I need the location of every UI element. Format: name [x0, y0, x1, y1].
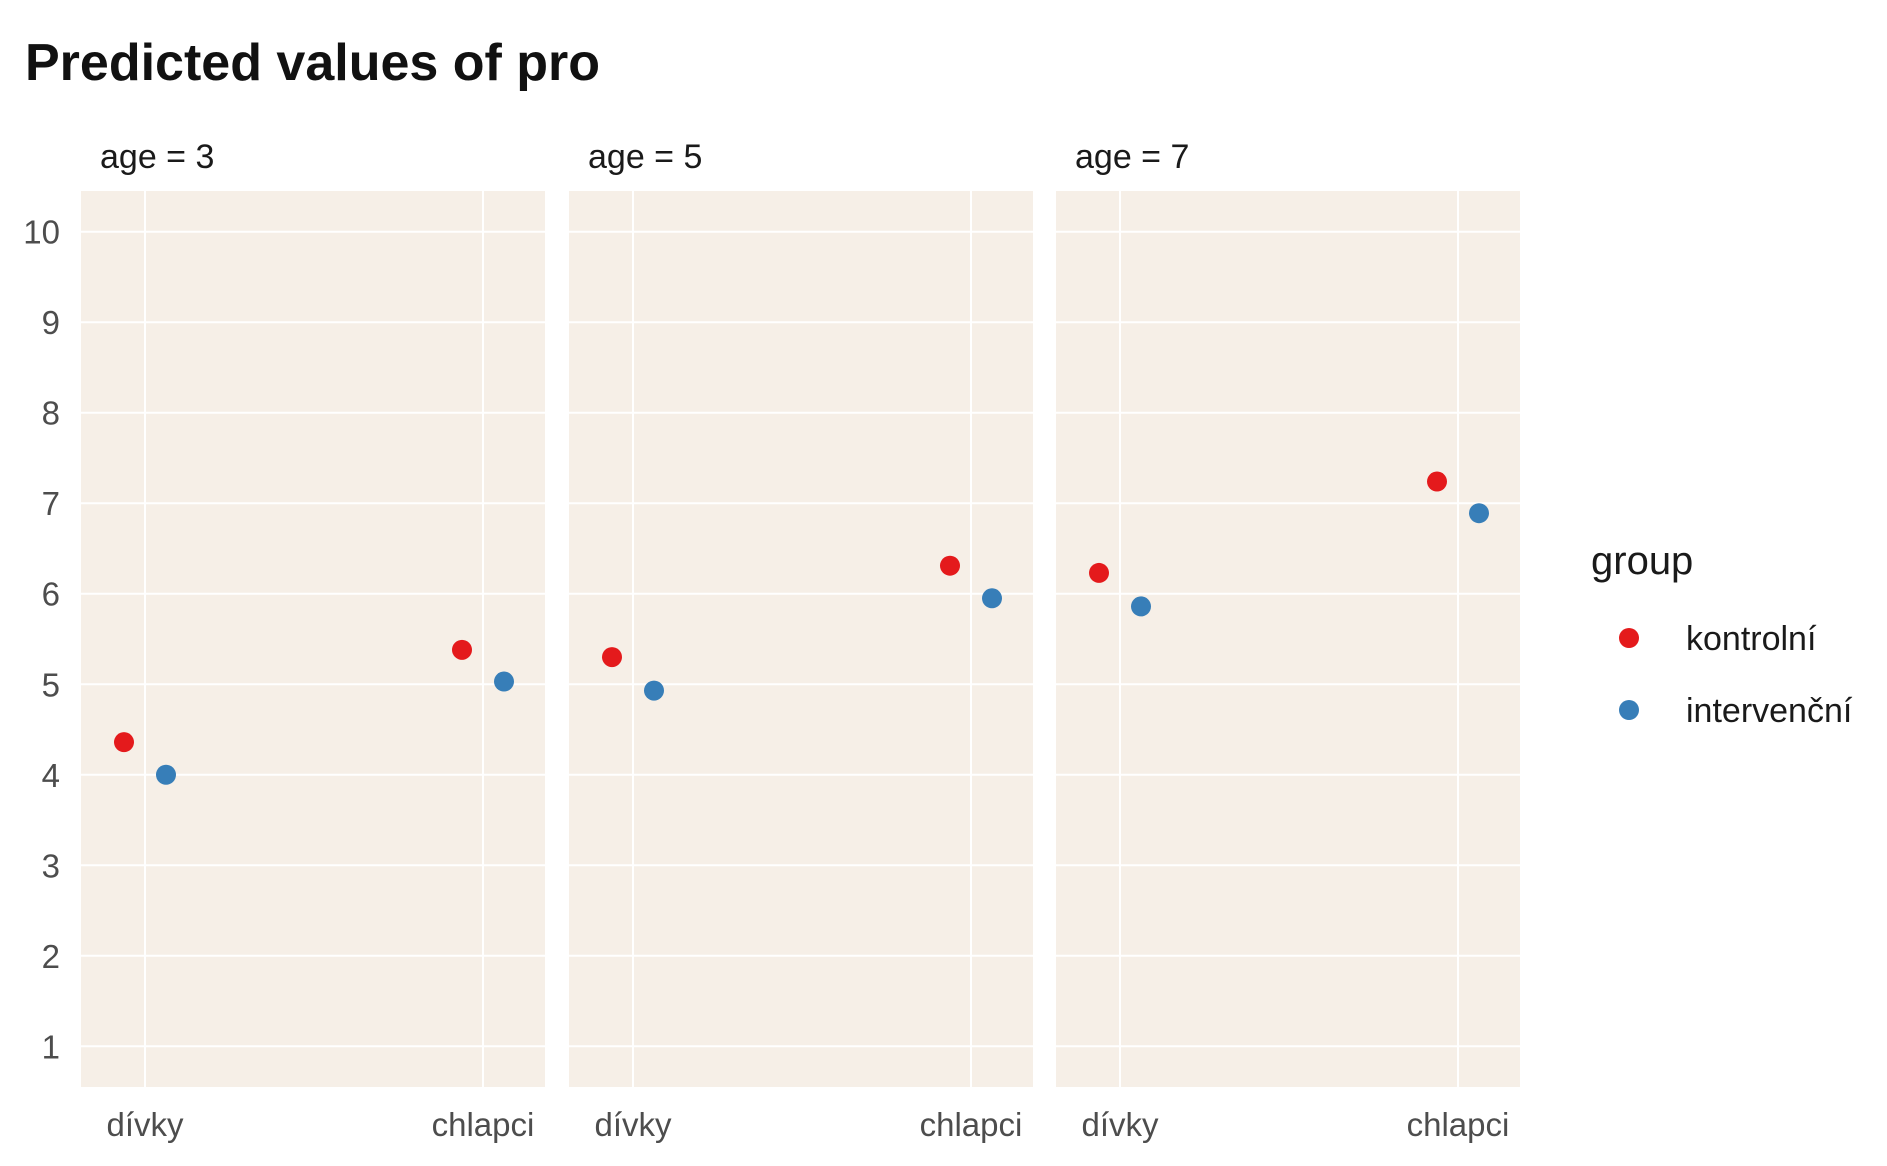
panel-background: [81, 191, 545, 1087]
data-point: [1089, 562, 1109, 583]
data-point: [1469, 503, 1489, 524]
data-point: [452, 639, 472, 660]
data-point: [494, 671, 514, 692]
legend-key: [1619, 628, 1639, 648]
y-axis: 1 2 3 4 5 6 7 8 9 10: [23, 214, 60, 1066]
data-point: [114, 732, 134, 753]
x-tick-label: dívky: [106, 1106, 184, 1143]
y-tick-label: 10: [23, 214, 60, 251]
facet-label: age = 5: [588, 138, 702, 176]
y-tick-label: 8: [42, 395, 60, 432]
legend-label: intervenční: [1686, 692, 1853, 730]
data-point: [982, 588, 1002, 609]
facet-panel: dívky chlapci age = 3: [81, 138, 545, 1143]
panel-background: [569, 191, 1033, 1087]
panel-background: [1056, 191, 1520, 1087]
data-point: [602, 647, 622, 668]
legend: group kontrolní intervenční: [1591, 539, 1853, 730]
facet-panel: dívky chlapci age = 5: [569, 138, 1033, 1143]
legend-label: kontrolní: [1686, 620, 1817, 658]
data-point: [644, 680, 664, 701]
data-point: [1427, 471, 1447, 492]
chart-title: Predicted values of pro: [25, 34, 600, 92]
y-tick-label: 2: [42, 938, 60, 975]
facet-panel: dívky chlapci age = 7: [1056, 138, 1520, 1143]
legend-title: group: [1591, 539, 1693, 583]
x-tick-label: chlapci: [432, 1106, 535, 1143]
legend-key: [1619, 700, 1639, 720]
x-tick-label: dívky: [594, 1106, 672, 1143]
data-point: [1131, 596, 1151, 617]
data-point: [940, 555, 960, 576]
y-tick-label: 7: [42, 485, 60, 522]
data-point: [156, 764, 176, 785]
x-tick-label: chlapci: [920, 1106, 1023, 1143]
y-tick-label: 9: [42, 304, 60, 341]
y-tick-label: 3: [42, 847, 60, 884]
x-tick-label: chlapci: [1407, 1106, 1510, 1143]
facet-label: age = 3: [100, 138, 214, 176]
y-tick-label: 4: [42, 757, 60, 794]
y-tick-label: 6: [42, 576, 60, 613]
y-tick-label: 1: [42, 1028, 60, 1065]
y-tick-label: 5: [42, 666, 60, 703]
facet-label: age = 7: [1075, 138, 1189, 176]
x-tick-label: dívky: [1081, 1106, 1159, 1143]
